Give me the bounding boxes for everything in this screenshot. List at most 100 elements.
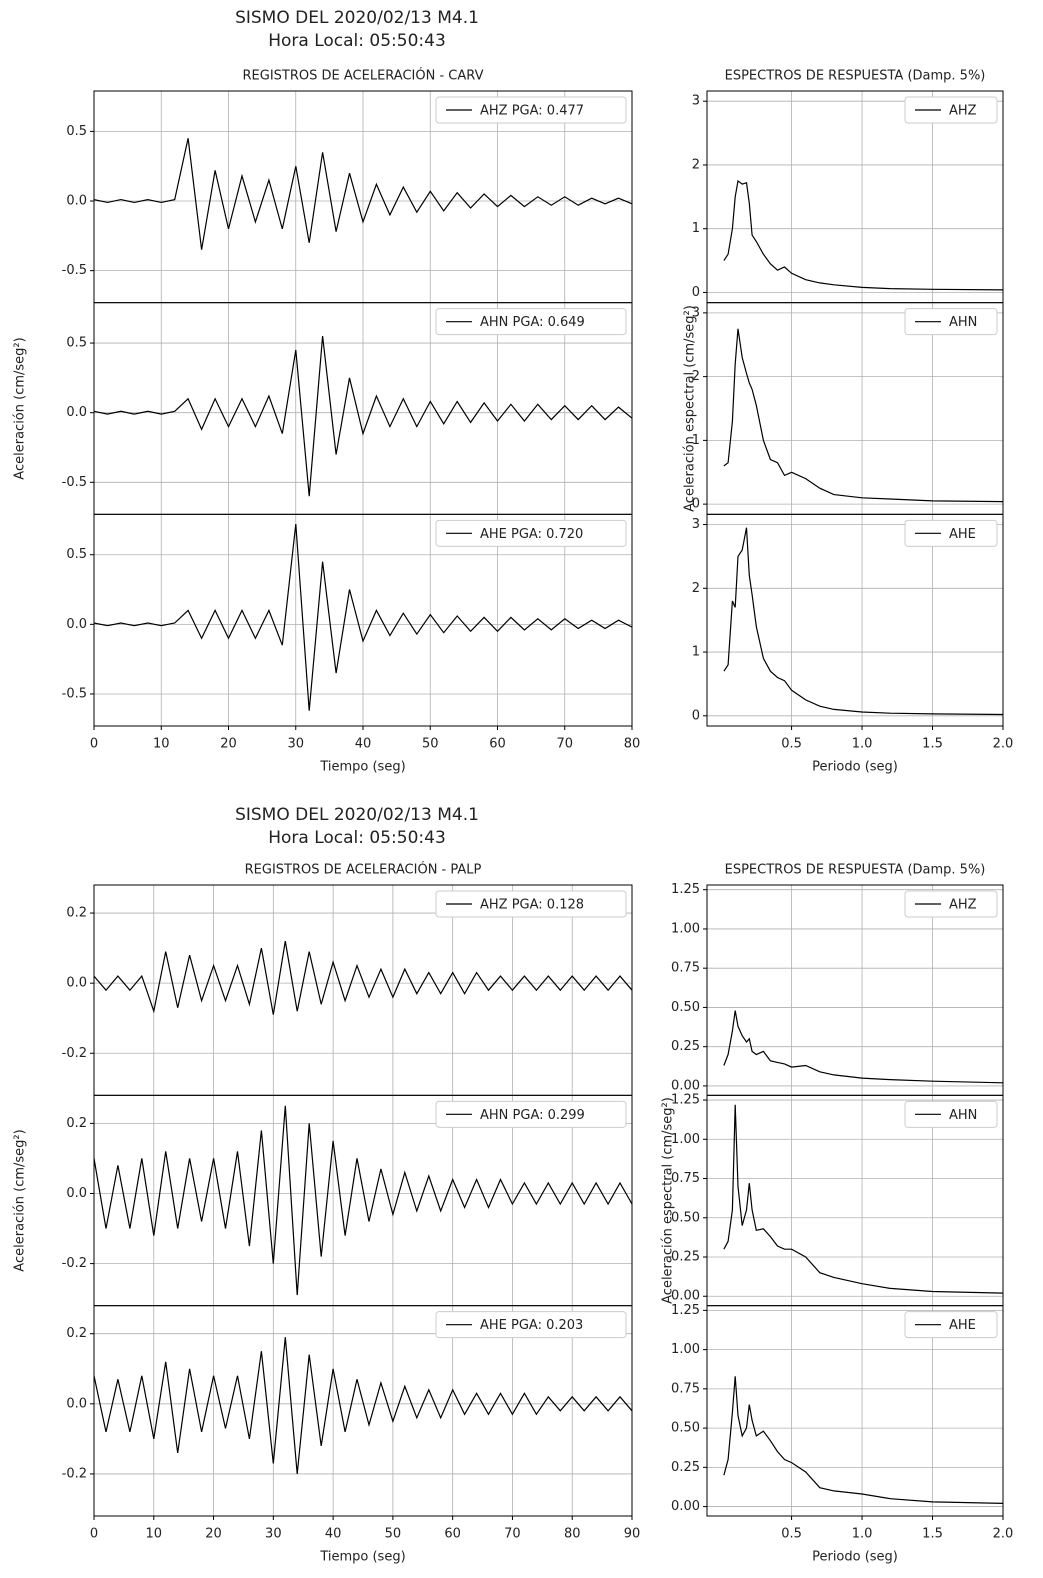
y-tick-label: 3 — [692, 517, 700, 532]
data-line — [93, 524, 633, 711]
x-tick-label: 60 — [489, 737, 506, 752]
y-tick-label: 0.5 — [66, 547, 87, 562]
y-tick-label: 3 — [692, 305, 700, 320]
y-tick-label: 0 — [692, 708, 700, 723]
y-axis-label: Aceleración (cm/seg²) — [13, 337, 28, 479]
x-tick-label: 1.0 — [852, 737, 873, 752]
figure-subtitle: Hora Local: 05:50:43 — [268, 31, 446, 51]
y-tick-label: 0.50 — [671, 1000, 700, 1015]
x-tick-label: 0.5 — [781, 737, 802, 752]
y-tick-label: 1.25 — [671, 1093, 700, 1108]
data-line — [93, 336, 633, 497]
y-tick-label: 0 — [692, 497, 700, 512]
y-tick-label: 0.0 — [66, 1186, 87, 1201]
x-tick-label: 0 — [90, 1527, 98, 1542]
chart-title: ESPECTROS DE RESPUESTA (Damp. 5%) — [725, 69, 986, 84]
data-line — [723, 527, 1004, 716]
y-tick-label: 0.0 — [66, 1396, 87, 1411]
y-tick-label: 0.0 — [66, 976, 87, 991]
legend-label: AHN PGA: 0.299 — [480, 1108, 585, 1123]
y-tick-label: 1 — [692, 221, 700, 236]
legend-label: AHE — [949, 1318, 976, 1333]
y-tick-label: -0.2 — [62, 1256, 87, 1271]
x-tick-label: 0.5 — [781, 1527, 802, 1542]
y-tick-label: 0.2 — [66, 906, 87, 921]
legend-label: AHE PGA: 0.203 — [480, 1318, 583, 1333]
y-tick-label: -0.5 — [62, 686, 87, 701]
y-tick-label: 0.25 — [671, 1250, 700, 1265]
data-line — [93, 940, 633, 1015]
panel-frame — [706, 513, 1004, 727]
y-axis-label: Aceleración espectral (cm/seg²) — [683, 305, 698, 512]
y-tick-label: 2 — [692, 369, 700, 384]
y-tick-label: 0.0 — [66, 405, 87, 420]
data-line — [723, 1010, 1004, 1084]
y-tick-label: 0.00 — [671, 1289, 700, 1304]
legend-label: AHZ PGA: 0.477 — [480, 104, 584, 119]
y-tick-label: -0.5 — [62, 263, 87, 278]
x-tick-label: 1.5 — [922, 1527, 943, 1542]
y-tick-label: 0.5 — [66, 124, 87, 139]
x-tick-label: 20 — [220, 737, 237, 752]
data-line — [723, 328, 1004, 503]
y-tick-label: 1.00 — [671, 921, 700, 936]
legend-box — [435, 96, 627, 124]
y-tick-label: -0.2 — [62, 1046, 87, 1061]
legend-label: AHN PGA: 0.649 — [480, 315, 585, 330]
legend-label: AHN — [949, 315, 977, 330]
chart-title: ESPECTROS DE RESPUESTA (Damp. 5%) — [725, 863, 986, 878]
data-line — [723, 1104, 1004, 1294]
x-axis-label: Periodo (seg) — [812, 760, 898, 775]
legend-box — [904, 96, 998, 124]
legend-box — [435, 308, 627, 336]
legend-label: AHN — [949, 1108, 977, 1123]
chart-title: REGISTROS DE ACELERACIÓN - CARV — [243, 68, 484, 84]
y-tick-label: 3 — [692, 94, 700, 109]
y-tick-label: 1.00 — [671, 1342, 700, 1357]
y-tick-label: 2 — [692, 581, 700, 596]
y-tick-label: 0.50 — [671, 1421, 700, 1436]
data-line — [93, 138, 633, 250]
y-axis-label: Aceleración espectral (cm/seg²) — [661, 1097, 676, 1304]
x-tick-label: 1.5 — [922, 737, 943, 752]
legend-box — [904, 519, 998, 547]
data-line — [723, 179, 1004, 291]
x-tick-label: 60 — [444, 1527, 461, 1542]
x-tick-label: 10 — [146, 1527, 163, 1542]
y-tick-label: 0 — [692, 285, 700, 300]
x-tick-label: 50 — [385, 1527, 402, 1542]
x-tick-label: 40 — [325, 1527, 342, 1542]
panel-frame — [93, 1305, 633, 1517]
y-tick-label: 0.25 — [671, 1460, 700, 1475]
x-tick-label: 70 — [504, 1527, 521, 1542]
figure-subtitle: Hora Local: 05:50:43 — [268, 828, 446, 848]
y-tick-label: 0.0 — [66, 194, 87, 209]
x-tick-label: 70 — [556, 737, 573, 752]
x-axis-label: Tiempo (seg) — [319, 1550, 405, 1565]
x-tick-label: 10 — [153, 737, 170, 752]
y-tick-label: 1.25 — [671, 882, 700, 897]
legend-box — [435, 519, 627, 547]
x-tick-label: 30 — [265, 1527, 282, 1542]
legend-box — [904, 308, 998, 336]
y-tick-label: 0.2 — [66, 1326, 87, 1341]
y-tick-label: 0.5 — [66, 336, 87, 351]
y-tick-label: 1 — [692, 433, 700, 448]
y-tick-label: 0.75 — [671, 1381, 700, 1396]
x-tick-label: 80 — [564, 1527, 581, 1542]
x-tick-label: 40 — [355, 737, 372, 752]
x-tick-label: 80 — [624, 737, 641, 752]
y-tick-label: -0.2 — [62, 1466, 87, 1481]
chart-title: REGISTROS DE ACELERACIÓN - PALP — [245, 862, 482, 878]
x-axis-label: Periodo (seg) — [812, 1550, 898, 1565]
y-tick-label: 0.2 — [66, 1116, 87, 1131]
figure-title: SISMO DEL 2020/02/13 M4.1 — [235, 805, 479, 825]
data-line — [93, 1105, 633, 1296]
x-tick-label: 0 — [90, 737, 98, 752]
x-tick-label: 2.0 — [993, 737, 1014, 752]
x-tick-label: 2.0 — [993, 1527, 1014, 1542]
y-axis-label: Aceleración (cm/seg²) — [13, 1129, 28, 1271]
y-tick-label: -0.5 — [62, 475, 87, 490]
x-tick-label: 90 — [624, 1527, 641, 1542]
